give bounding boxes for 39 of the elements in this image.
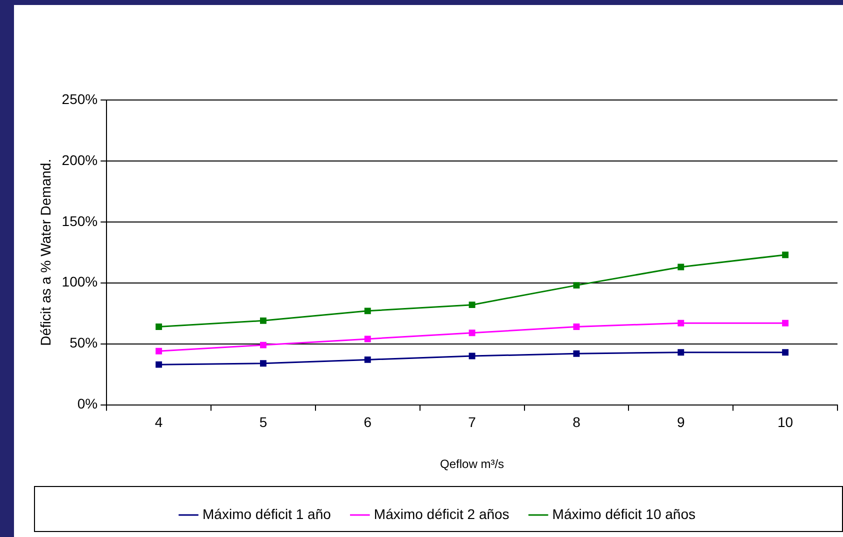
y-tick-label: 250% bbox=[62, 90, 98, 107]
legend-label: Máximo déficit 1 año bbox=[202, 506, 332, 522]
y-tick-label: 50% bbox=[70, 334, 98, 351]
y-tick-label: 0% bbox=[77, 396, 98, 412]
y-tick-label: 100% bbox=[62, 274, 98, 290]
point bbox=[782, 320, 789, 326]
point bbox=[156, 324, 162, 330]
point bbox=[573, 324, 580, 330]
x-axis-title: Qeflow m³/s bbox=[440, 457, 504, 472]
legend-label: Máximo déficit 10 años bbox=[552, 506, 696, 522]
x-tick-label: 4 bbox=[154, 414, 163, 430]
point bbox=[782, 349, 789, 356]
point bbox=[678, 320, 684, 326]
point bbox=[364, 308, 371, 314]
point bbox=[782, 252, 789, 258]
point bbox=[364, 336, 371, 342]
point bbox=[573, 282, 580, 289]
y-axis-title: Déficit as a % Water Demand. bbox=[37, 158, 54, 346]
point bbox=[260, 360, 266, 367]
x-tick-label: 6 bbox=[364, 414, 372, 430]
x-tick-label: 10 bbox=[778, 414, 794, 430]
point bbox=[468, 352, 476, 360]
legend-label: Máximo déficit 2 años bbox=[374, 506, 510, 522]
point bbox=[260, 317, 266, 324]
point bbox=[573, 350, 580, 357]
point bbox=[678, 264, 684, 270]
x-tick-label: 9 bbox=[676, 414, 685, 430]
point bbox=[260, 342, 266, 348]
point bbox=[156, 348, 162, 354]
x-tick-label: 7 bbox=[468, 414, 476, 430]
y-tick-label: 200% bbox=[62, 152, 98, 168]
y-tick-label: 150% bbox=[62, 212, 98, 229]
point bbox=[468, 330, 476, 336]
point bbox=[156, 361, 162, 368]
x-tick-label: 5 bbox=[259, 414, 268, 430]
point bbox=[468, 302, 476, 308]
point bbox=[678, 349, 684, 356]
x-tick-label: 8 bbox=[572, 414, 581, 430]
point bbox=[364, 356, 371, 363]
